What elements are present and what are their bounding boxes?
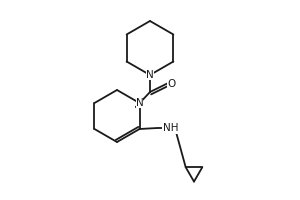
Text: N: N [136,98,143,108]
Text: NH: NH [163,123,178,133]
Text: O: O [167,79,176,89]
Text: N: N [146,70,154,80]
